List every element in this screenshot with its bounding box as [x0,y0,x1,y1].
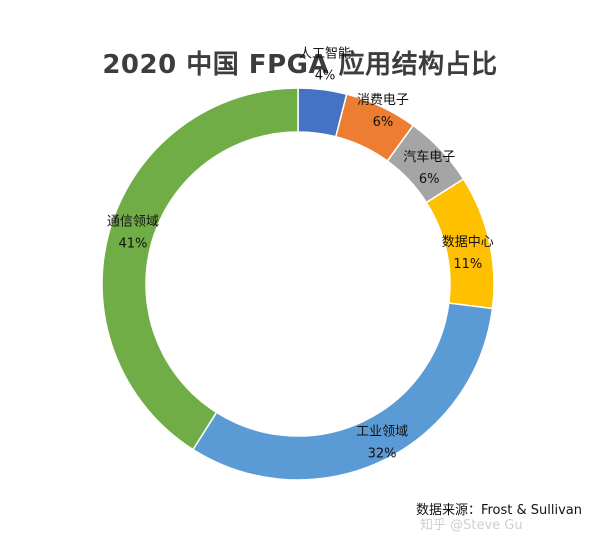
chart-title: 2020 中国 FPGA 应用结构占比 [102,50,498,80]
source-note: 数据来源：Frost & Sullivan [415,503,582,518]
slice-value-label: 41% [118,236,147,251]
slice-category-label: 人工智能 [299,47,351,62]
watermark: 知乎 @Steve Gu [420,518,523,533]
slice-category-label: 通信领域 [107,214,159,229]
slice-category-label: 工业领域 [356,424,408,439]
slice-通信领域 [101,87,299,451]
slice-category-label: 数据中心 [442,235,494,250]
slice-value-label: 4% [315,69,336,84]
slice-工业领域 [191,302,494,481]
slice-category-label: 汽车电子 [403,149,455,165]
slice-value-label: 32% [368,446,397,461]
slice-value-label: 11% [453,257,482,272]
slice-category-label: 消费电子 [357,93,409,108]
slice-value-label: 6% [419,172,440,187]
slice-value-label: 6% [373,115,394,130]
